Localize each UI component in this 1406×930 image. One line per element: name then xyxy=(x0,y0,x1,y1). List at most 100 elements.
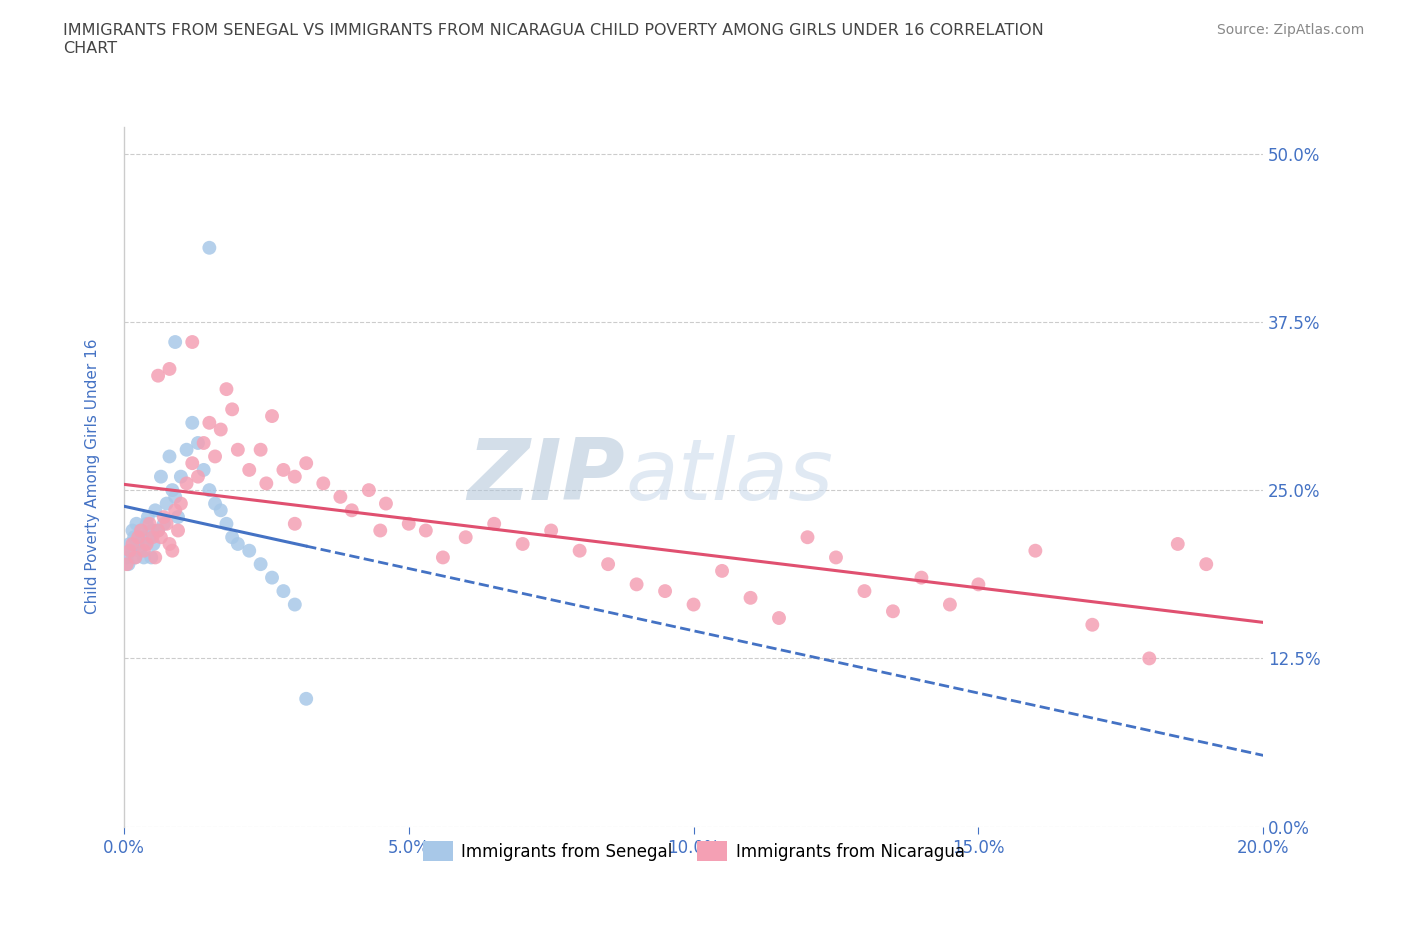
Point xyxy=(260,570,283,585)
Point xyxy=(162,483,184,498)
Point xyxy=(115,550,138,565)
Point xyxy=(711,564,734,578)
Point xyxy=(135,516,157,531)
Point xyxy=(159,362,181,377)
Point xyxy=(115,557,138,572)
Point xyxy=(273,584,295,599)
Point xyxy=(198,483,221,498)
Point xyxy=(209,422,232,437)
Point xyxy=(295,456,318,471)
Point xyxy=(295,691,318,706)
Point xyxy=(654,584,676,599)
Point xyxy=(149,530,172,545)
Point xyxy=(221,402,243,417)
Point xyxy=(120,543,142,558)
Point xyxy=(568,543,591,558)
Point xyxy=(167,510,190,525)
Point xyxy=(198,416,221,431)
Point xyxy=(198,240,221,255)
Text: ZIP: ZIP xyxy=(468,435,626,518)
Point xyxy=(146,368,169,383)
Point xyxy=(132,550,155,565)
Point xyxy=(512,537,534,551)
Point xyxy=(193,462,215,477)
Point xyxy=(273,462,295,477)
Point xyxy=(121,537,143,551)
Point xyxy=(141,530,163,545)
Point xyxy=(152,510,174,525)
Point xyxy=(149,470,172,485)
Point xyxy=(146,523,169,538)
Legend: Immigrants from Senegal, Immigrants from Nicaragua: Immigrants from Senegal, Immigrants from… xyxy=(416,835,972,868)
Point xyxy=(135,537,157,551)
Point xyxy=(768,611,790,626)
Point xyxy=(375,496,398,511)
Point xyxy=(165,489,187,504)
Point xyxy=(312,476,335,491)
Point xyxy=(432,550,454,565)
Point xyxy=(1137,651,1160,666)
Point xyxy=(124,550,146,565)
Point xyxy=(825,550,848,565)
Point xyxy=(170,470,193,485)
Point xyxy=(254,476,277,491)
Point xyxy=(122,530,145,545)
Point xyxy=(482,516,505,531)
Point xyxy=(162,543,184,558)
Text: atlas: atlas xyxy=(626,435,834,518)
Point xyxy=(181,416,204,431)
Point xyxy=(1024,543,1046,558)
Point xyxy=(540,523,562,538)
Point xyxy=(143,550,166,565)
Point xyxy=(141,523,163,538)
Point xyxy=(238,543,260,558)
Point xyxy=(682,597,704,612)
Point xyxy=(796,530,818,545)
Point xyxy=(187,435,209,450)
Point xyxy=(128,543,150,558)
Point xyxy=(117,557,139,572)
Point xyxy=(626,577,648,591)
Point xyxy=(209,503,232,518)
Point xyxy=(398,516,420,531)
Point xyxy=(204,496,226,511)
Point xyxy=(156,496,179,511)
Point xyxy=(215,381,238,396)
Point xyxy=(226,537,249,551)
Point xyxy=(159,537,181,551)
Point xyxy=(226,443,249,458)
Point xyxy=(368,523,391,538)
Point xyxy=(882,604,904,618)
Point xyxy=(127,530,149,545)
Point xyxy=(129,523,152,538)
Point xyxy=(156,516,179,531)
Point xyxy=(129,523,152,538)
Point xyxy=(135,537,157,551)
Point xyxy=(357,483,380,498)
Point xyxy=(141,550,163,565)
Point xyxy=(939,597,962,612)
Point xyxy=(249,557,271,572)
Point xyxy=(176,476,198,491)
Point xyxy=(124,550,146,565)
Text: Source: ZipAtlas.com: Source: ZipAtlas.com xyxy=(1216,23,1364,37)
Point xyxy=(152,516,174,531)
Y-axis label: Child Poverty Among Girls Under 16: Child Poverty Among Girls Under 16 xyxy=(86,339,100,615)
Point xyxy=(193,435,215,450)
Point xyxy=(170,496,193,511)
Point xyxy=(284,597,307,612)
Point xyxy=(215,516,238,531)
Point xyxy=(853,584,876,599)
Text: IMMIGRANTS FROM SENEGAL VS IMMIGRANTS FROM NICARAGUA CHILD POVERTY AMONG GIRLS U: IMMIGRANTS FROM SENEGAL VS IMMIGRANTS FR… xyxy=(63,23,1045,56)
Point xyxy=(187,470,209,485)
Point xyxy=(238,462,260,477)
Point xyxy=(740,591,762,605)
Point xyxy=(118,543,141,558)
Point xyxy=(329,489,352,504)
Point xyxy=(284,516,307,531)
Point xyxy=(118,537,141,551)
Point xyxy=(967,577,990,591)
Point xyxy=(125,516,148,531)
Point xyxy=(415,523,437,538)
Point xyxy=(127,537,149,551)
